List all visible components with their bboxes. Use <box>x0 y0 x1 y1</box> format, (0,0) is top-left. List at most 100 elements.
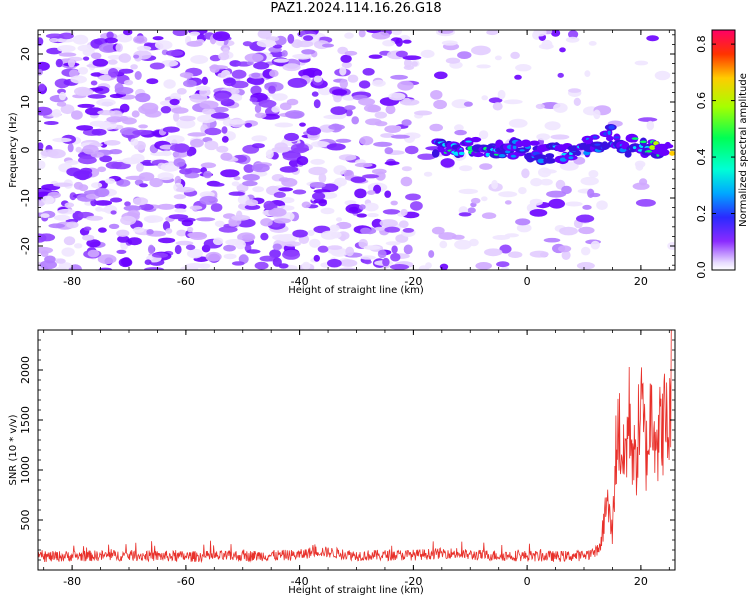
spectral-noise-blob <box>330 106 348 115</box>
spectral-noise-blob <box>398 220 409 228</box>
spectral-noise-blob <box>74 243 83 249</box>
spectral-noise-blob <box>425 262 432 269</box>
signal-core <box>498 154 506 158</box>
spectral-noise-blob <box>149 177 163 188</box>
spectral-noise-blob <box>252 186 265 193</box>
spectral-noise-blob <box>105 161 122 169</box>
spectral-noise-blob <box>109 149 123 155</box>
spectral-noise-blob <box>259 255 276 262</box>
signal-blob <box>624 150 632 158</box>
spectral-noise-blob <box>272 44 283 49</box>
spectral-noise-blob <box>45 33 64 39</box>
spectral-noise-blob <box>282 241 301 247</box>
spectral-noise-blob <box>503 99 523 105</box>
spectral-noise-blob <box>539 178 553 186</box>
spectral-noise-blob <box>174 208 187 213</box>
spectral-noise-blob <box>287 77 308 88</box>
spectral-noise-blob <box>290 143 309 154</box>
spectral-noise-blob <box>98 74 112 81</box>
spectral-noise-blob <box>96 98 116 107</box>
spectral-noise-blob <box>430 90 443 100</box>
spectral-noise-blob <box>497 89 506 100</box>
spectral-noise-blob <box>335 221 352 230</box>
spectral-noise-blob <box>165 50 184 57</box>
spectral-noise-blob <box>529 209 548 217</box>
spectral-noise-blob <box>359 136 374 146</box>
spectral-noise-blob <box>157 172 174 181</box>
spectral-noise-blob <box>176 118 196 129</box>
x-tick-label: -60 <box>177 275 195 288</box>
spectral-noise-blob <box>309 182 326 189</box>
spectral-noise-blob <box>254 112 267 119</box>
spectral-noise-blob <box>499 244 512 254</box>
signal-blob <box>470 136 482 143</box>
colorbar-tick-label: 0.2 <box>695 205 708 223</box>
spectral-noise-blob <box>109 93 124 99</box>
spectral-noise-blob <box>467 207 476 214</box>
spectral-noise-blob <box>72 34 89 45</box>
spectral-noise-blob <box>95 206 103 212</box>
spectral-noise-blob <box>333 165 347 176</box>
spectral-noise-blob <box>186 40 203 47</box>
colorbar-label: Normalized spectral amplitude <box>738 73 749 227</box>
spectral-noise-blob <box>228 191 245 196</box>
spectral-noise-blob <box>268 85 276 94</box>
signal-core <box>510 154 517 158</box>
spectral-noise-blob <box>144 267 164 270</box>
spectral-noise-blob <box>160 106 172 114</box>
spectral-noise-blob <box>190 55 209 64</box>
spectral-noise-blob <box>90 80 98 86</box>
spectral-noise-blob <box>130 153 145 163</box>
spectrogram-y-ticks: -20 -10 0 10 20 <box>19 34 675 266</box>
spectral-noise-blob <box>374 111 387 119</box>
chart-title: PAZ1.2024.114.16.26.G18 <box>270 1 442 16</box>
spectral-noise-blob <box>296 156 309 166</box>
spectral-noise-blob <box>320 207 335 215</box>
spectral-noise-blob <box>327 258 342 268</box>
spectral-noise-blob <box>149 62 165 70</box>
spectral-noise-blob <box>258 99 277 108</box>
spectral-noise-blob <box>117 235 130 243</box>
spectral-noise-blob <box>53 182 73 187</box>
spectral-noise-blob <box>75 146 82 153</box>
spectral-noise-blob <box>251 143 265 149</box>
spectral-noise-blob <box>222 47 230 56</box>
spectral-noise-blob <box>476 64 491 69</box>
spectral-noise-blob <box>151 252 169 258</box>
spectral-noise-blob <box>187 132 207 137</box>
spectral-noise-blob <box>282 63 301 72</box>
signal-blob <box>601 143 611 150</box>
spectral-noise-blob <box>249 97 258 103</box>
spectral-noise-blob <box>538 167 552 178</box>
spectral-noise-blob <box>89 120 108 127</box>
spectral-noise-blob <box>90 151 105 158</box>
spectral-noise-blob <box>38 106 53 116</box>
spectral-noise-blob <box>133 54 140 59</box>
spectral-noise-blob <box>510 51 520 60</box>
spectral-noise-blob <box>439 263 449 270</box>
spectral-noise-blob <box>223 77 236 87</box>
spectral-noise-blob <box>242 41 253 47</box>
spectral-noise-blob <box>154 40 173 50</box>
spectral-noise-blob <box>146 229 154 235</box>
spectral-noise-blob <box>438 30 454 34</box>
y-tick-label: -10 <box>19 189 32 207</box>
spectral-noise-blob <box>375 171 386 181</box>
spectral-noise-blob <box>536 133 551 141</box>
spectral-noise-blob <box>220 152 233 161</box>
spectral-noise-blob <box>221 126 228 134</box>
spectral-noise-blob <box>313 75 323 83</box>
spectral-noise-blob <box>116 249 127 254</box>
spectral-noise-blob <box>274 122 294 128</box>
spectral-noise-blob <box>273 218 292 224</box>
spectral-noise-blob <box>301 261 311 270</box>
spectral-noise-blob <box>457 51 472 59</box>
spectral-noise-blob <box>77 67 89 75</box>
spectral-noise-blob <box>384 226 401 233</box>
spectral-noise-blob <box>237 232 256 242</box>
spectral-noise-blob <box>165 135 185 144</box>
spectral-noise-blob <box>228 119 246 125</box>
spectral-noise-blob <box>216 145 229 153</box>
spectral-noise-blob <box>55 37 75 43</box>
spectral-noise-blob <box>504 233 519 238</box>
